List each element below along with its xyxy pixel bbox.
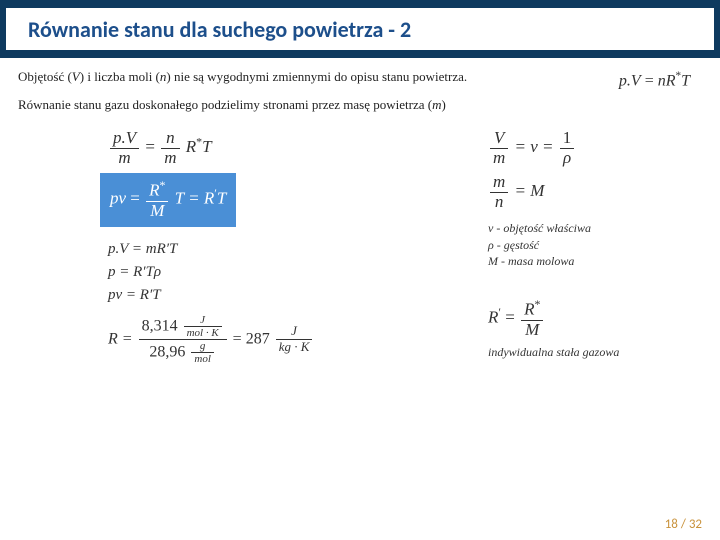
eqA-den: m [110, 149, 139, 168]
eq-B-boxed: pv = R*M T = R′T [100, 173, 314, 226]
eqF-u1d: mol · K [184, 327, 222, 339]
eqF-lhs: R = [108, 330, 137, 347]
eqF-mid: = 287 [233, 330, 274, 347]
equations-area: p.Vm = nm R*T pv = R*M T = R′T p.V = mR′… [18, 123, 702, 353]
eq-R1: Vm = v = 1ρ [488, 129, 619, 167]
page-number: 18 / 32 [665, 517, 702, 532]
defs-block-1: v - objętość właściwa ρ - gęstość M - ma… [488, 220, 619, 270]
eqA-eq: = [141, 137, 159, 156]
eqR3-star: * [534, 297, 540, 311]
eqB-t2: T [217, 189, 226, 208]
eqA-r: R [182, 137, 197, 156]
eq-tr-lhs: p.V [619, 72, 641, 89]
eq-D: p = R′Tρ [108, 264, 314, 281]
eqA-t: T [202, 137, 211, 156]
eqF-u3n: J [276, 324, 313, 339]
eq-R2: mn = M [488, 173, 619, 211]
eqR1-num2: 1 [560, 129, 575, 149]
p2-b: ) [441, 97, 445, 112]
eq-A: p.Vm = nm R*T [108, 129, 314, 167]
page-total: 32 [689, 517, 702, 532]
eqB-star: * [160, 178, 166, 192]
eqR2-eq: = M [510, 182, 544, 201]
eqR2-num: m [490, 173, 508, 193]
eq-E: pv = R′T [108, 287, 314, 304]
paragraph-1: Objętość (V) i liczba moli (n) nie są wy… [18, 68, 558, 86]
p1-c: ) nie są wygodnymi zmiennymi do opisu st… [166, 69, 467, 84]
eqB-eq: = [126, 189, 144, 208]
eqB-num: R [149, 181, 159, 200]
eqR3-lhs: R [488, 308, 498, 327]
page-current: 18 [665, 517, 678, 532]
eqB-den: M [146, 202, 168, 221]
eq-F: R = 8,314 Jmol · K 28,96 gmol = 287 Jkg … [108, 314, 314, 365]
eqR3-den: M [521, 321, 543, 340]
def-rho: ρ - gęstość [488, 237, 619, 254]
p1-v: V [72, 69, 80, 84]
eqF-d1: 28,96 [149, 343, 185, 360]
eqB-t: T = R [170, 189, 214, 208]
eqA-num: p.V [110, 129, 139, 149]
eq-top-right: p.V = nR*T [619, 70, 690, 90]
eqR2-den: n [490, 193, 508, 212]
eqF-u2d: mol [191, 353, 214, 365]
equations-left: p.Vm = nm R*T pv = R*M T = R′T p.V = mR′… [108, 123, 314, 371]
eqR1-num: V [490, 129, 508, 149]
eqB-lhs: pv [110, 189, 126, 208]
eqR3-eq: = [501, 308, 519, 327]
eq-tr-r: nR [658, 72, 676, 89]
eqR1-den2: ρ [560, 149, 575, 168]
defs-block-2: indywidualna stała gazowa [488, 345, 619, 361]
eqR3-num: R [524, 300, 534, 319]
def-R: indywidualna stała gazowa [488, 345, 619, 361]
title-band: Równanie stanu dla suchego powietrza - 2 [0, 0, 720, 58]
eqA-mnum: n [161, 129, 179, 149]
p2-a: Równanie stanu gazu doskonałego podzieli… [18, 97, 432, 112]
eqF-u1n: J [184, 314, 222, 327]
eq-tr-t: T [681, 72, 690, 89]
def-v: v - objętość właściwa [488, 220, 619, 237]
eqA-mden: m [161, 149, 179, 168]
content: Objętość (V) i liczba moli (n) nie są wy… [0, 58, 720, 353]
eqF-u3d: kg · K [276, 340, 313, 354]
page-title: Równanie stanu dla suchego powietrza - 2 [28, 16, 411, 43]
def-M: M - masa molowa [488, 253, 619, 270]
eq-C: p.V = mR′T [108, 241, 314, 258]
title-inner: Równanie stanu dla suchego powietrza - 2 [6, 8, 714, 50]
p1-a: Objętość ( [18, 69, 72, 84]
eqR1-eq: = v = [510, 137, 558, 156]
paragraph-2: Równanie stanu gazu doskonałego podzieli… [18, 96, 578, 114]
eq-tr-eq: = [641, 72, 658, 89]
page-sep: / [678, 517, 689, 532]
equations-right: Vm = v = 1ρ mn = M v - objętość właściwa… [488, 123, 619, 361]
eqF-n1: 8,314 [142, 317, 178, 334]
eq-R3: R′ = R*M [488, 298, 619, 339]
eqF-u2n: g [191, 340, 214, 353]
p1-b: ) i liczba moli ( [80, 69, 160, 84]
eqR1-den: m [490, 149, 508, 168]
